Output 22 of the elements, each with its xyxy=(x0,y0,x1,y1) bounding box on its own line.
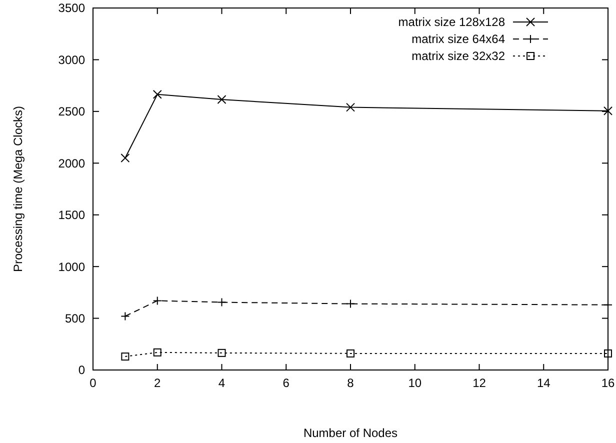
x-tick-label: 12 xyxy=(472,376,486,390)
y-tick-label: 3000 xyxy=(58,52,86,67)
x-tick-label: 14 xyxy=(536,376,551,390)
y-tick-label: 1500 xyxy=(58,208,86,222)
legend-label: matrix size 32x32 xyxy=(412,49,506,64)
y-tick-label: 1000 xyxy=(58,260,86,274)
y-tick-label: 0 xyxy=(78,363,86,378)
x-tick-label: 4 xyxy=(218,376,226,390)
x-tick-label: 2 xyxy=(154,376,162,390)
y-tick-label: 500 xyxy=(64,311,86,326)
y-tick-label: 2500 xyxy=(58,104,86,119)
x-tick-label: 0 xyxy=(90,376,97,390)
x-tick-label: 8 xyxy=(347,376,354,390)
x-tick-label: 10 xyxy=(408,376,422,390)
y-tick-label: 2000 xyxy=(58,156,86,170)
y-axis-title: Processing time (Mega Clocks) xyxy=(11,106,25,272)
x-axis-title: Number of Nodes xyxy=(303,426,398,440)
legend-label: matrix size 64x64 xyxy=(412,32,506,46)
x-tick-label: 16 xyxy=(601,376,615,390)
x-tick-label: 6 xyxy=(282,376,290,390)
y-tick-label: 3500 xyxy=(58,1,86,16)
legend-label: matrix size 128x128 xyxy=(398,15,506,30)
